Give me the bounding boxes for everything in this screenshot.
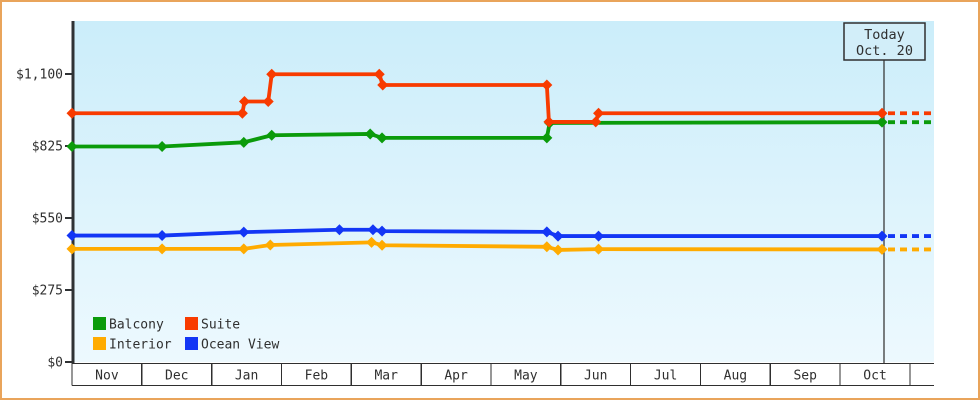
legend-label-suite: Suite bbox=[201, 318, 240, 333]
series-point-balcony bbox=[376, 132, 388, 144]
y-axis: $0 $275 $550 $825 $1,100 bbox=[16, 68, 73, 371]
series-layer bbox=[66, 68, 931, 256]
month-label-mar: Mar bbox=[374, 369, 398, 384]
legend-label-balcony: Balcony bbox=[109, 318, 164, 333]
series-point-balcony bbox=[156, 141, 168, 153]
y-tick-label: $825 bbox=[32, 140, 63, 155]
series-point-balcony bbox=[66, 141, 78, 153]
y-tick-label: $0 bbox=[47, 356, 63, 371]
series-point-balcony bbox=[876, 116, 888, 128]
today-label-line1: Today bbox=[864, 27, 905, 43]
month-label-jul: Jul bbox=[654, 369, 677, 384]
legend-swatch-interior bbox=[93, 337, 106, 350]
legend-swatch-ocean-view bbox=[185, 337, 198, 350]
series-point-suite bbox=[66, 107, 78, 119]
series-point-ocean-view bbox=[552, 230, 564, 242]
month-label-feb: Feb bbox=[305, 369, 329, 384]
series-point-interior bbox=[264, 239, 276, 251]
legend-swatch-suite bbox=[185, 317, 198, 330]
month-label-nov: Nov bbox=[95, 369, 119, 384]
series-point-suite bbox=[590, 116, 602, 128]
series-point-interior bbox=[593, 243, 605, 255]
series-point-suite bbox=[543, 116, 555, 128]
series-point-suite bbox=[876, 107, 888, 119]
month-label-sep: Sep bbox=[793, 369, 817, 384]
plot-background bbox=[73, 21, 934, 362]
month-label-dec: Dec bbox=[165, 369, 188, 384]
series-point-interior bbox=[156, 243, 168, 255]
series-point-ocean-view bbox=[333, 224, 345, 236]
series-point-balcony bbox=[238, 136, 250, 148]
month-label-jan: Jan bbox=[235, 369, 258, 384]
series-line-interior bbox=[72, 240, 883, 252]
legend-label-ocean-view: Ocean View bbox=[201, 338, 279, 353]
series-point-interior bbox=[376, 239, 388, 251]
series-point-suite bbox=[541, 79, 553, 91]
series-point-interior bbox=[541, 241, 553, 253]
x-axis-month-row: Nov Dec Jan Feb Mar Apr May Jun Jul Aug Sep Oct bbox=[71, 362, 934, 387]
series-point-suite bbox=[593, 107, 605, 119]
series-point-ocean-view bbox=[66, 230, 78, 242]
legend-swatch-balcony bbox=[93, 317, 106, 330]
today-label-line2: Oct. 20 bbox=[856, 43, 913, 59]
series-point-interior bbox=[552, 244, 564, 256]
month-label-aug: Aug bbox=[724, 369, 747, 384]
series-point-balcony bbox=[541, 132, 553, 144]
series-point-interior bbox=[238, 243, 250, 255]
series-point-suite bbox=[266, 68, 278, 80]
series-point-ocean-view bbox=[238, 226, 250, 238]
series-point-suite bbox=[262, 95, 274, 107]
series-point-ocean-view bbox=[376, 225, 388, 237]
series-point-suite bbox=[377, 79, 389, 91]
month-label-jun: Jun bbox=[584, 369, 607, 384]
series-point-ocean-view bbox=[156, 230, 168, 242]
month-label-oct: Oct bbox=[863, 369, 886, 384]
y-tick-label: $275 bbox=[32, 284, 63, 299]
today-box bbox=[843, 22, 926, 61]
legend-label-interior: Interior bbox=[109, 338, 172, 353]
series-point-ocean-view bbox=[593, 230, 605, 242]
series-point-balcony bbox=[266, 129, 278, 141]
series-point-balcony bbox=[364, 128, 376, 140]
series-point-suite bbox=[238, 95, 250, 107]
series-point-ocean-view bbox=[367, 224, 379, 236]
series-point-interior bbox=[876, 243, 888, 255]
y-tick-label: $550 bbox=[32, 212, 63, 227]
series-point-suite bbox=[236, 107, 248, 119]
series-point-ocean-view bbox=[876, 230, 888, 242]
legend: Balcony Suite Interior Ocean View bbox=[93, 317, 279, 353]
month-label-may: May bbox=[514, 369, 538, 384]
series-point-suite bbox=[373, 68, 385, 80]
series-point-ocean-view bbox=[541, 226, 553, 238]
series-point-interior bbox=[66, 243, 78, 255]
y-tick-label: $1,100 bbox=[16, 68, 63, 83]
series-point-interior bbox=[366, 236, 378, 248]
today-annotation: Today Oct. 20 bbox=[843, 22, 926, 61]
month-label-apr: Apr bbox=[444, 369, 468, 384]
